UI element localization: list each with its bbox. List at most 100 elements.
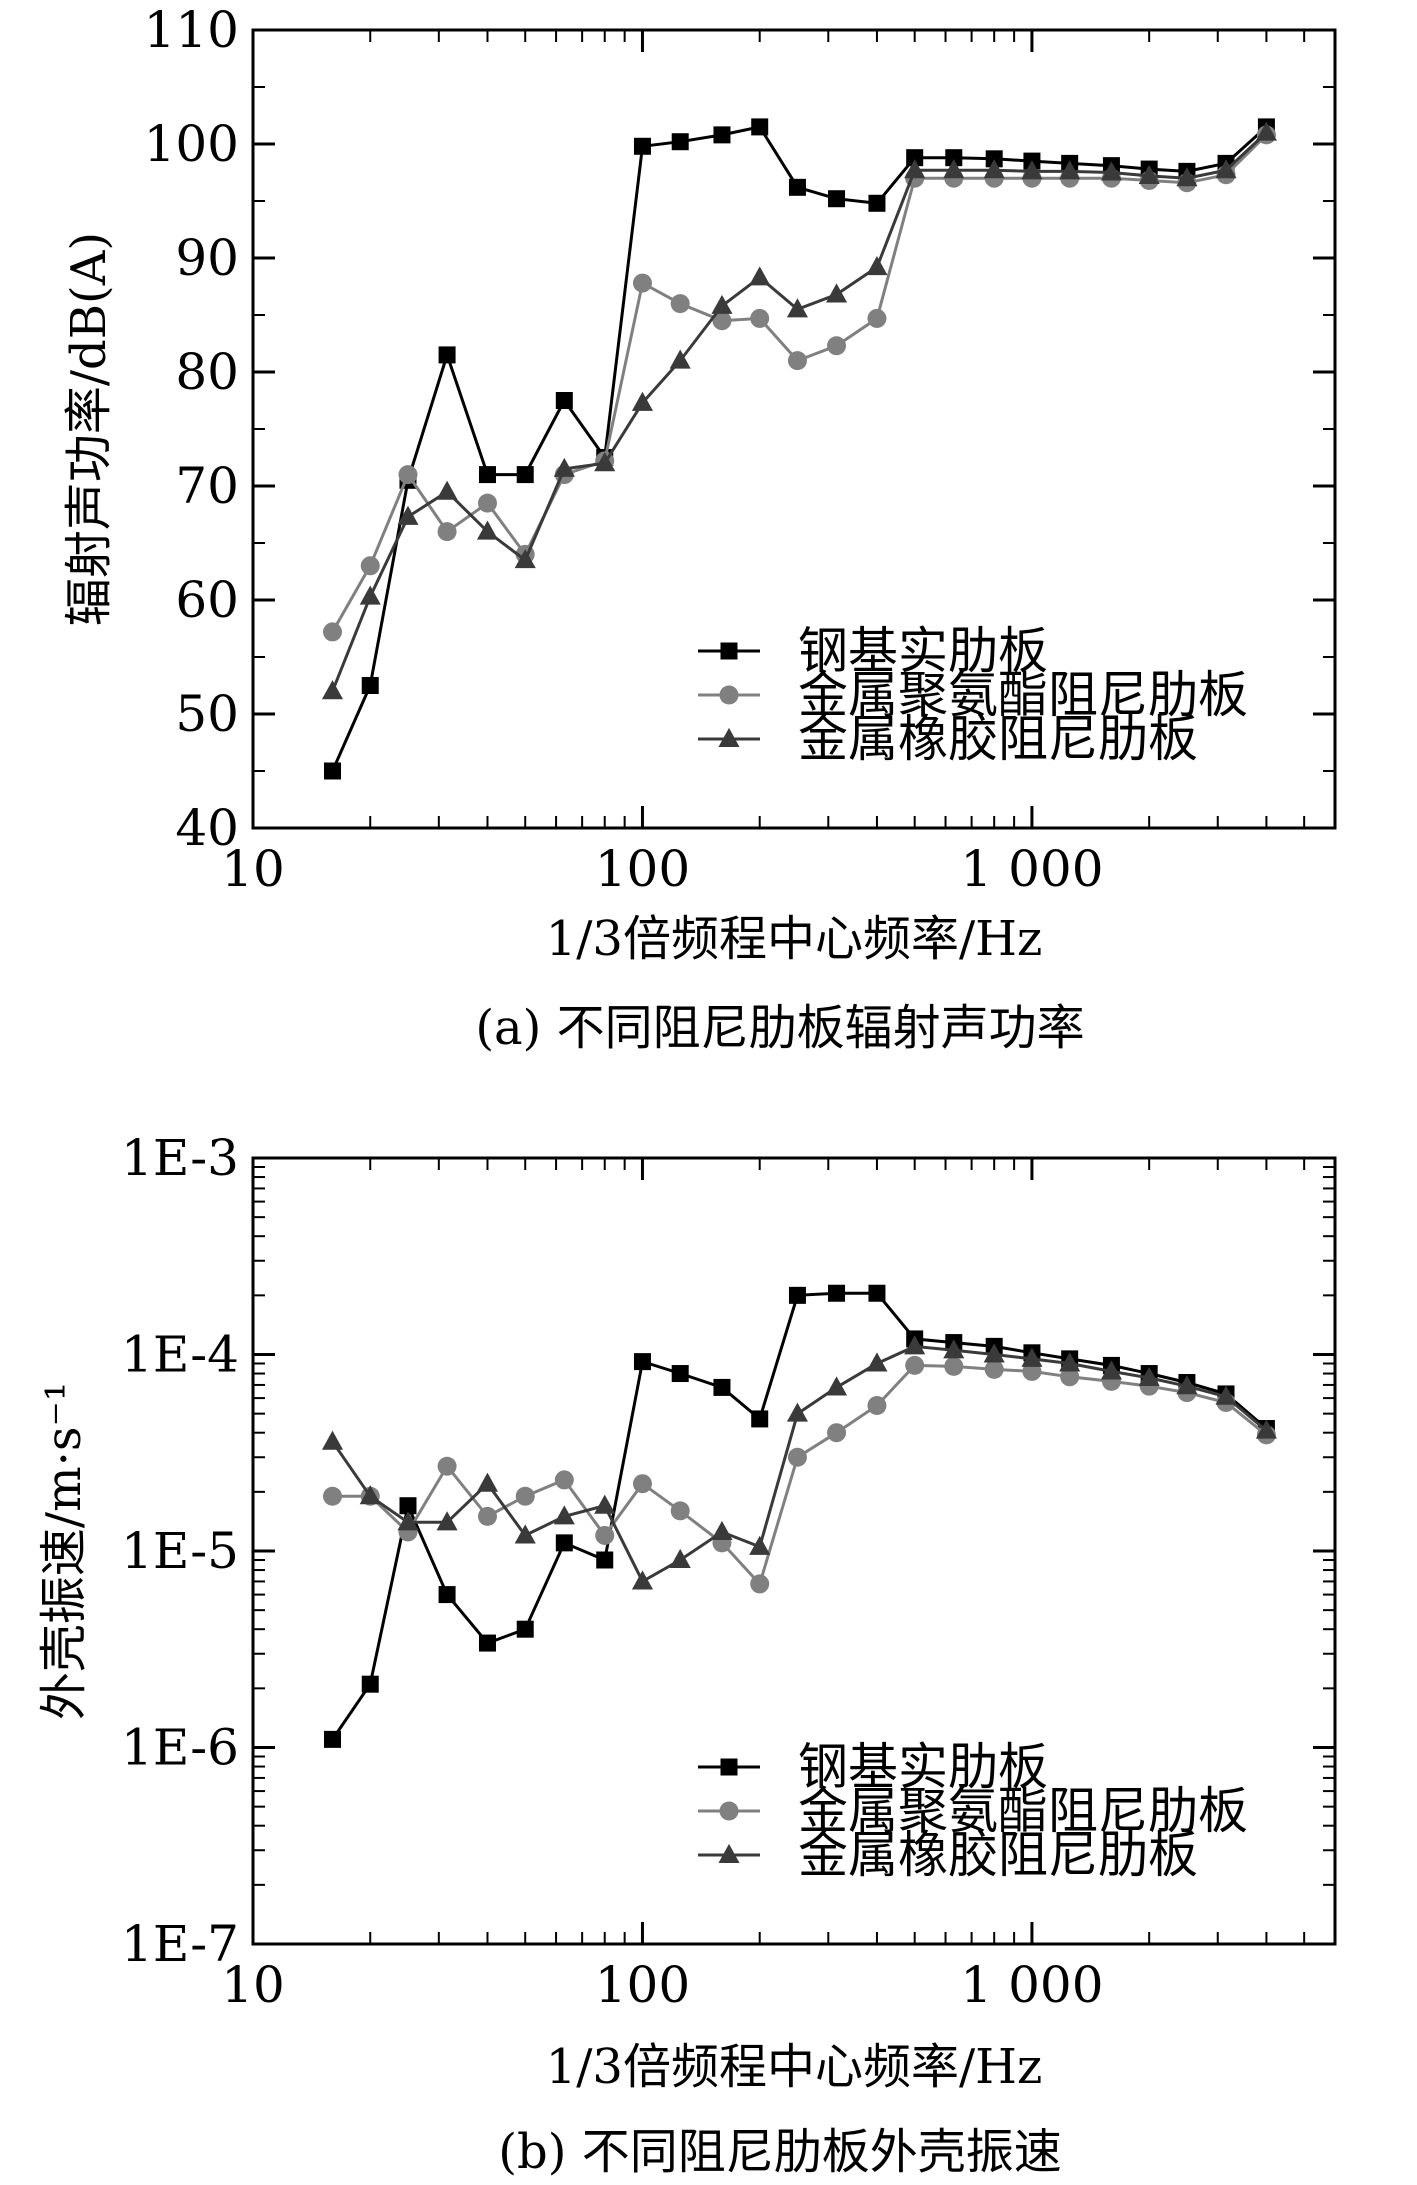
data-point-triangle — [943, 159, 965, 179]
data-point-circle — [719, 685, 739, 705]
data-point-square — [438, 346, 456, 364]
data-point-triangle — [1176, 167, 1198, 187]
panel-caption: (a) 不同阻尼肋板辐射声功率 — [475, 1000, 1084, 1056]
x-tick-label: 1 000 — [960, 1956, 1103, 2014]
y-tick-label: 90 — [175, 229, 239, 287]
data-point-triangle — [359, 585, 381, 605]
data-point-square — [720, 1758, 738, 1776]
data-point-circle — [827, 336, 847, 356]
data-point-triangle — [983, 159, 1005, 179]
data-point-circle — [670, 294, 690, 314]
series-line — [331, 1291, 1268, 1741]
data-point-triangle — [904, 1335, 926, 1355]
data-point-triangle — [1100, 161, 1122, 181]
data-point-triangle — [476, 1472, 499, 1492]
legend-marker-series-2 — [698, 1801, 760, 1821]
data-point-circle — [827, 1423, 847, 1443]
data-point-square — [555, 392, 573, 409]
data-point-circle — [477, 1506, 497, 1526]
data-point-triangle — [1215, 159, 1237, 179]
data-point-triangle — [476, 520, 499, 540]
data-point-circle — [719, 1801, 739, 1821]
legend: 钢基实肋板 金属聚氨酯阻尼肋板 金属橡胶阻尼肋板 — [698, 622, 1248, 768]
axis-ticks — [251, 1156, 1336, 1946]
data-point-square — [671, 1365, 689, 1383]
data-point-circle — [787, 1447, 807, 1467]
data-point-triangle — [436, 1511, 458, 1531]
data-point-triangle — [669, 1548, 691, 1569]
data-point-square — [713, 126, 731, 144]
data-point-circle — [787, 351, 807, 371]
data-point-triangle — [594, 452, 616, 472]
data-point-triangle — [1059, 1352, 1081, 1372]
x-tick-label: 10 — [221, 1956, 285, 2014]
legend-label: 金属橡胶阻尼肋板 — [798, 1826, 1198, 1884]
data-point-triangle — [397, 505, 419, 525]
y-tick-label: 80 — [175, 343, 239, 401]
data-point-triangle — [711, 1520, 733, 1540]
x-tick-label: 10 — [221, 840, 285, 898]
series-2 — [322, 125, 1276, 642]
data-point-circle — [437, 1456, 457, 1476]
y-axis-title: 外壳振速/m·s⁻¹ — [36, 1382, 92, 1720]
data-point-square — [516, 466, 534, 484]
data-point-triangle — [631, 391, 654, 411]
data-point-triangle — [718, 1843, 740, 1864]
data-point-triangle — [1059, 160, 1081, 180]
legend: 钢基实肋板 金属聚氨酯阻尼肋板 金属橡胶阻尼肋板 — [698, 1738, 1248, 1884]
data-point-square — [751, 1410, 769, 1428]
data-point-square — [671, 133, 689, 151]
x-tick-label: 1 000 — [960, 840, 1103, 898]
y-tick-label: 110 — [144, 1, 239, 59]
legend-marker-series-3 — [698, 727, 760, 748]
data-point-square — [945, 149, 963, 167]
series-2 — [322, 1355, 1276, 1594]
legend-marker-series-1 — [698, 642, 760, 660]
data-point-triangle — [359, 1485, 381, 1505]
data-point-triangle — [514, 1524, 536, 1544]
y-tick-label: 1E-5 — [121, 1522, 239, 1580]
legend-label: 金属聚氨酯阻尼肋板 — [798, 1782, 1248, 1840]
y-tick-label: 1E-6 — [121, 1719, 239, 1777]
data-point-circle — [437, 522, 457, 542]
legend-marker-series-3 — [698, 1843, 760, 1864]
data-point-circle — [515, 1486, 535, 1506]
data-point-triangle — [711, 294, 733, 314]
data-point-triangle — [786, 298, 808, 318]
x-axis-title: 1/3倍频程中心频率/Hz — [546, 2039, 1043, 2095]
data-point-triangle — [553, 1505, 575, 1525]
data-point-triangle — [786, 1402, 808, 1422]
data-point-triangle — [983, 1343, 1005, 1363]
data-point-square — [361, 677, 379, 694]
data-point-circle — [750, 308, 770, 328]
data-point-triangle — [1176, 1375, 1198, 1395]
data-point-circle — [477, 493, 497, 513]
axis-ticks — [251, 28, 1336, 830]
y-tick-label: 1E-3 — [121, 1129, 239, 1187]
data-point-triangle — [826, 283, 848, 303]
data-point-square — [399, 1497, 417, 1515]
legend-label: 金属聚氨酯阻尼肋板 — [798, 666, 1248, 724]
data-point-square — [828, 1284, 846, 1302]
data-point-triangle — [1100, 1360, 1122, 1380]
legend-marker-series-1 — [698, 1758, 760, 1776]
y-tick-label: 50 — [175, 685, 239, 743]
y-tick-label: 70 — [175, 457, 239, 515]
data-point-square — [720, 642, 738, 660]
data-point-triangle — [904, 159, 926, 179]
data-point-triangle — [594, 1494, 616, 1514]
data-point-circle — [712, 311, 732, 331]
data-point-square — [633, 1353, 651, 1371]
y-tick-label: 40 — [175, 799, 239, 857]
data-point-triangle — [866, 1352, 888, 1372]
data-point-triangle — [1021, 1347, 1043, 1367]
series-line — [332, 1363, 1268, 1587]
data-point-square — [868, 1284, 886, 1302]
data-point-triangle — [321, 1430, 344, 1450]
data-point-square — [323, 1730, 341, 1748]
data-point-square — [323, 762, 341, 780]
data-point-circle — [632, 1474, 652, 1494]
data-point-circle — [905, 1355, 925, 1375]
data-point-circle — [670, 1501, 690, 1521]
data-point-triangle — [631, 1570, 654, 1590]
